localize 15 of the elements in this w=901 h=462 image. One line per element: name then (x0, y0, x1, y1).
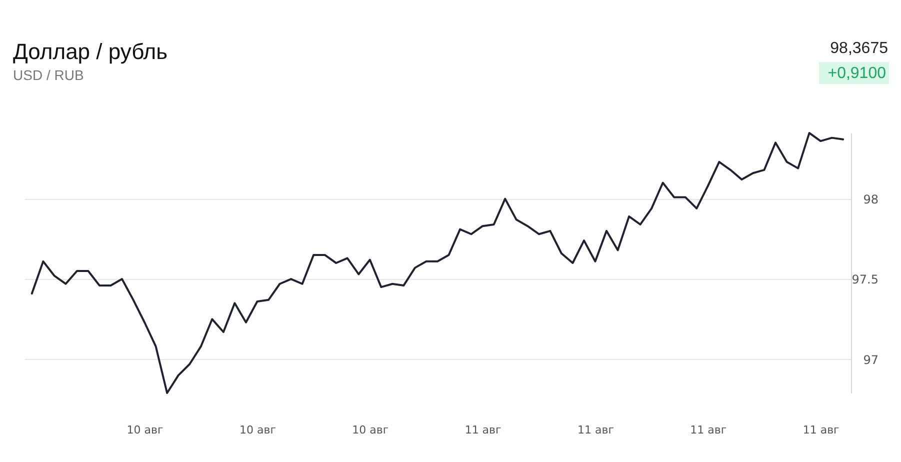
y-tick-label: 98 (863, 192, 878, 206)
chart-title: Доллар / рубль (13, 39, 168, 64)
x-tick-label: 11 авг (690, 424, 727, 436)
x-tick-label: 10 авг (352, 424, 389, 436)
text: 98,3675 (830, 40, 888, 57)
x-tick-label: 11 авг (577, 424, 614, 436)
x-tick-label: 11 авг (464, 424, 502, 436)
text: +0,9100 (828, 65, 886, 82)
chart-subtitle: USD / RUB (13, 67, 84, 83)
x-tick-label: 10 авг (239, 424, 276, 436)
y-tick-label: 97.5 (852, 272, 878, 287)
x-tick-label: 10 авг (126, 424, 164, 436)
y-tick-label: 97 (863, 352, 878, 367)
x-tick-label: 11 авг (802, 424, 840, 436)
line-series (30, 132, 844, 394)
